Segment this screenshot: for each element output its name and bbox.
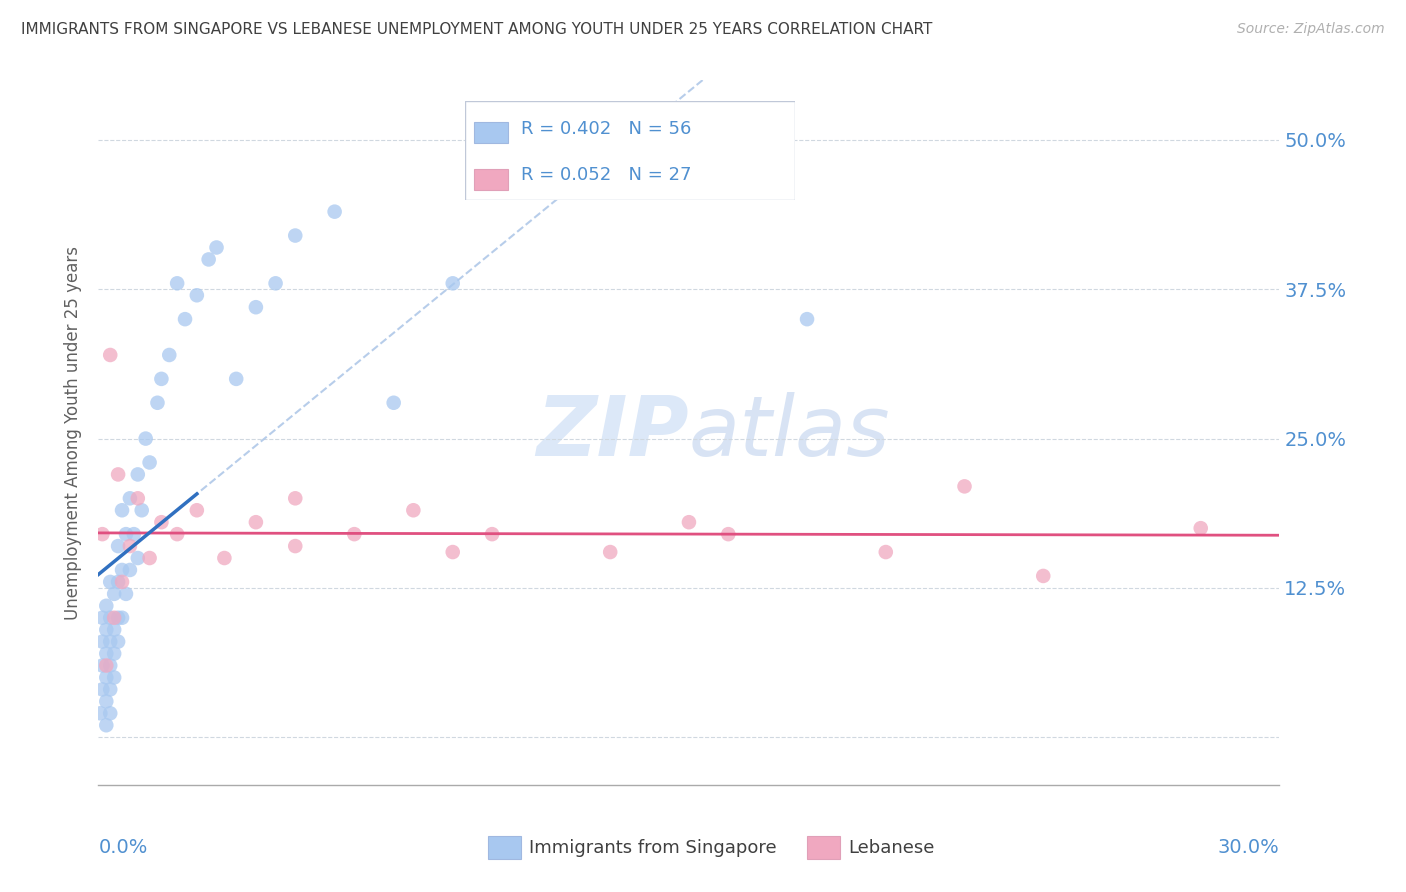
Bar <box>807 837 841 859</box>
Point <box>111 611 134 625</box>
Point <box>678 515 700 529</box>
Point <box>91 634 114 648</box>
Point <box>103 647 125 661</box>
Point <box>111 574 134 589</box>
Point <box>1032 569 1054 583</box>
Point <box>323 204 346 219</box>
Point <box>796 312 818 326</box>
Point <box>131 503 153 517</box>
Text: Immigrants from Singapore: Immigrants from Singapore <box>530 838 778 856</box>
Point <box>382 396 405 410</box>
Point <box>186 503 208 517</box>
Point <box>91 527 114 541</box>
Point <box>520 181 543 195</box>
Point <box>107 539 129 553</box>
Point <box>98 348 121 362</box>
Point <box>150 372 173 386</box>
Point <box>89 706 111 721</box>
Text: 30.0%: 30.0% <box>1218 838 1279 857</box>
Point <box>214 551 236 566</box>
Point <box>441 277 464 291</box>
Point <box>481 527 503 541</box>
Point <box>875 545 897 559</box>
Point <box>107 574 129 589</box>
Point <box>96 694 118 708</box>
Point <box>264 277 287 291</box>
Point <box>146 396 169 410</box>
Point <box>98 574 121 589</box>
Point <box>91 611 114 625</box>
Point <box>118 491 141 506</box>
Point <box>441 545 464 559</box>
Point <box>98 658 121 673</box>
Text: IMMIGRANTS FROM SINGAPORE VS LEBANESE UNEMPLOYMENT AMONG YOUTH UNDER 25 YEARS CO: IMMIGRANTS FROM SINGAPORE VS LEBANESE UN… <box>21 22 932 37</box>
Point <box>96 658 118 673</box>
Point <box>225 372 247 386</box>
Text: Lebanese: Lebanese <box>848 838 935 856</box>
Point <box>138 551 160 566</box>
Text: ZIP: ZIP <box>536 392 689 473</box>
Point <box>205 240 228 254</box>
Point <box>953 479 976 493</box>
Point <box>107 611 129 625</box>
Point <box>135 432 157 446</box>
Point <box>115 587 138 601</box>
Point <box>245 300 267 314</box>
Point <box>118 539 141 553</box>
Point <box>138 455 160 469</box>
Point <box>98 682 121 697</box>
Point <box>166 277 188 291</box>
Point <box>96 647 118 661</box>
Point <box>150 515 173 529</box>
Point <box>127 467 149 482</box>
Point <box>103 587 125 601</box>
Point <box>111 503 134 517</box>
Point <box>103 670 125 684</box>
Point <box>107 467 129 482</box>
Y-axis label: Unemployment Among Youth under 25 years: Unemployment Among Youth under 25 years <box>65 245 83 620</box>
Point <box>284 228 307 243</box>
Text: Source: ZipAtlas.com: Source: ZipAtlas.com <box>1237 22 1385 37</box>
Point <box>284 491 307 506</box>
Point <box>96 623 118 637</box>
Point <box>717 527 740 541</box>
Point <box>91 682 114 697</box>
Point <box>122 527 145 541</box>
Point <box>174 312 197 326</box>
Point <box>127 491 149 506</box>
Point <box>1189 521 1212 535</box>
Point <box>96 718 118 732</box>
Point <box>115 527 138 541</box>
Point <box>638 157 661 171</box>
Point <box>91 658 114 673</box>
Point <box>245 515 267 529</box>
Point <box>186 288 208 302</box>
Point <box>402 503 425 517</box>
Point <box>127 551 149 566</box>
Point <box>599 545 621 559</box>
Point <box>157 348 180 362</box>
Point <box>118 563 141 577</box>
Point <box>98 634 121 648</box>
Point <box>284 539 307 553</box>
Text: atlas: atlas <box>689 392 890 473</box>
Point <box>96 670 118 684</box>
Point <box>111 563 134 577</box>
Point <box>103 611 125 625</box>
Point <box>96 599 118 613</box>
Point <box>103 623 125 637</box>
Point <box>197 252 219 267</box>
Point <box>98 706 121 721</box>
Point <box>98 611 121 625</box>
Bar <box>488 837 522 859</box>
Point <box>166 527 188 541</box>
Text: 0.0%: 0.0% <box>98 838 148 857</box>
Point <box>107 634 129 648</box>
Point <box>343 527 366 541</box>
